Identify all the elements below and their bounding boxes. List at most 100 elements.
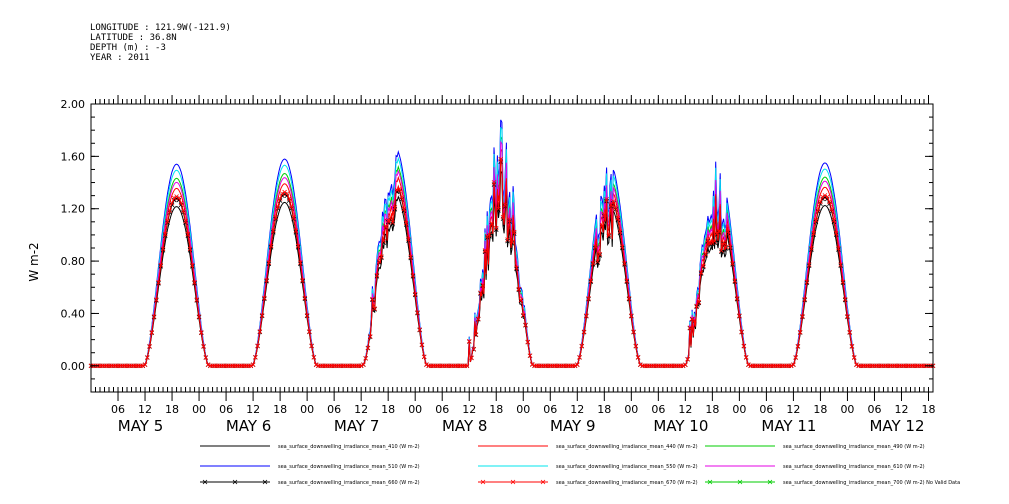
legend-marker [540,479,546,485]
series-8-marker [847,329,852,335]
series-8-marker [689,316,695,322]
legend-marker [707,479,713,485]
series-8-marker [309,343,314,349]
series-8-marker [262,295,267,301]
legend-marker [510,479,516,485]
series-8-marker [142,362,148,367]
series-8-marker [599,223,605,228]
series-8-marker [268,243,274,249]
series-8-marker [719,248,724,253]
series-8-marker [593,244,598,249]
series-8-marker [680,363,686,369]
series-8-marker [491,180,497,185]
series-8-marker [602,212,607,217]
legend-label: sea_surface_downwelling_irradiance_mean_… [783,480,960,486]
series-8-marker [608,202,614,207]
series-8-marker [484,233,490,239]
series-8-marker [196,314,202,319]
series-8-marker [372,306,377,311]
series-8-marker [151,314,157,319]
series-8-marker [498,156,504,162]
series-8-marker [692,318,697,323]
x-tick-label: 12 [354,403,368,416]
series-8-marker [721,240,726,245]
series-8-marker [284,191,290,197]
series-8-marker [174,194,179,199]
series-8-marker [730,260,735,266]
series-8-marker [406,236,411,242]
series-8-marker [399,195,404,200]
series-6-line [91,140,933,367]
series-8-marker [266,260,272,265]
series-8-marker [466,339,472,344]
series-8-marker [421,354,427,360]
series-8-marker [635,355,641,360]
series-8-marker [475,316,481,322]
y-tick-label: 0.40 [61,307,86,320]
series-8-marker [361,362,366,367]
series-8-marker [842,296,848,302]
series-8-marker [307,329,312,334]
series-8-marker [415,310,420,315]
series-8-marker [802,296,807,302]
series-8-marker [358,363,364,369]
series-8-marker [500,214,506,220]
series-8-marker [172,195,177,201]
series-8-marker [298,260,303,265]
legend-label: sea_surface_downwelling_irradiance_mean_… [556,444,698,450]
x-tick-label: 00 [408,403,422,416]
series-8-marker [579,343,585,349]
series-8-marker [300,277,305,283]
x-tick-label: 12 [246,403,260,416]
series-8-marker [518,297,524,303]
series-8-marker [163,231,168,237]
series-8-marker [145,355,150,360]
series-8-marker [311,354,317,360]
x-tick-label: 06 [435,403,449,416]
series-8-marker [604,196,609,202]
series-8-marker [851,355,857,360]
series-8-marker [185,231,191,237]
x-tick-label: 12 [678,403,692,416]
series-8-marker [741,343,747,349]
series-8-marker [840,279,846,285]
series-8-marker [595,259,600,264]
series-8-marker [388,215,393,221]
series-8-marker [739,329,744,335]
series-8-marker [615,216,621,221]
series-8-marker [286,196,292,201]
series-8-marker [710,240,715,245]
series-8-marker [813,217,819,223]
series-8-marker [829,207,834,212]
x-tick-label: 06 [327,403,341,416]
series-8-marker [795,343,801,349]
legend-entry-8: sea_surface_downwelling_irradiance_mean_… [478,479,698,486]
series-8-marker [737,313,742,318]
series-8-marker [374,272,380,278]
series-8-marker [590,260,596,266]
x-tick-label: 00 [840,403,854,416]
legend-label: sea_surface_downwelling_irradiance_mean_… [556,464,698,470]
series-8-marker [620,244,625,249]
x-tick-label: 12 [786,403,800,416]
series-8-marker [525,339,531,345]
series-8-marker [257,329,263,334]
series-8-marker [205,362,211,367]
series-8-marker [827,199,832,205]
series-8-marker [140,363,146,369]
series-8-marker [410,272,416,278]
series-8-marker [165,218,170,224]
series-8-marker [728,244,733,249]
series-8-marker [379,254,384,259]
day-label: MAY 8 [442,417,488,435]
series-8-marker [833,230,839,236]
series-8-marker [275,204,281,209]
series-8-marker [622,260,627,266]
series-8-marker [511,229,517,235]
series-8-marker [473,332,479,337]
series-8-marker [520,312,526,318]
series-8-marker [698,270,704,275]
series-8-marker [478,290,483,296]
legend-marker [232,479,238,485]
header-year: YEAR : 2011 [90,53,150,63]
